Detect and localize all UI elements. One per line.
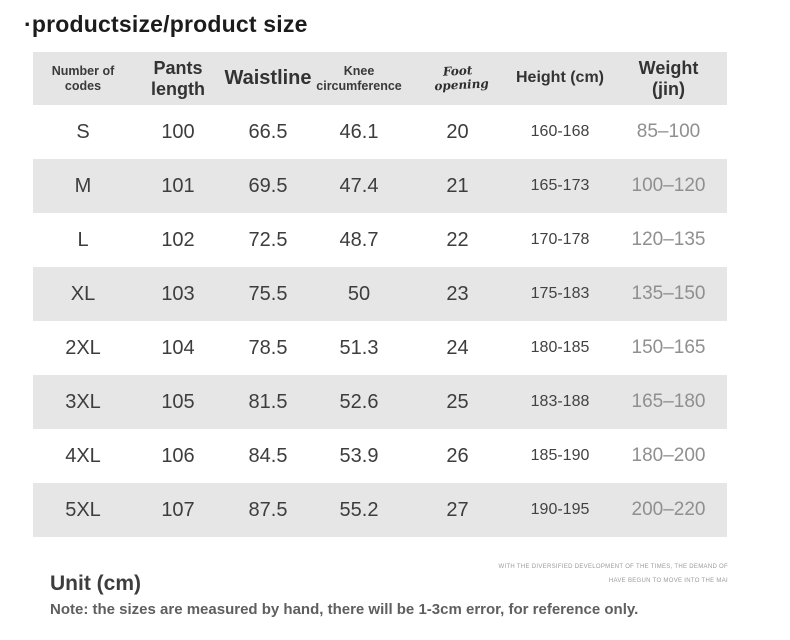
cell-size-code: 3XL [65,390,101,413]
column-header-height-cm: Height (cm) [510,69,610,87]
cell-foot-opening: 26 [446,444,469,467]
cell-height: 175-183 [530,284,590,302]
cell-waistline: 66.5 [248,120,288,143]
cell-knee: 47.4 [339,174,379,197]
cell-waistline: 81.5 [248,390,288,413]
table-header-row: Number of codes Pants length Waistline K… [33,52,727,105]
cell-waistline: 69.5 [248,174,288,197]
cell-weight: 100–120 [631,175,706,197]
column-header-label: Knee circumference [316,64,402,93]
watermark-line1: WITH THE DIVERSIFIED DEVELOPMENT OF THE … [498,564,728,570]
table-row: L 102 72.5 48.7 22 170-178 120–135 [33,213,727,267]
cell-foot-opening: 20 [446,120,469,143]
cell-height: 190-195 [530,500,590,518]
cell-pants-length: 107 [161,498,195,521]
cell-weight: 165–180 [631,391,706,413]
cell-knee: 51.3 [339,336,379,359]
table-row: 5XL 107 87.5 55.2 27 190-195 200–220 [33,483,727,537]
table-row: 4XL 106 84.5 53.9 26 185-190 180–200 [33,429,727,483]
cell-weight: 120–135 [631,229,706,251]
cell-weight: 135–150 [631,283,706,305]
column-header-label: Foot opening [433,62,489,93]
table-row: 2XL 104 78.5 51.3 24 180-185 150–165 [33,321,727,375]
cell-size-code: 5XL [65,498,101,521]
cell-weight: 180–200 [631,445,706,467]
table-row: S 100 66.5 46.1 20 160-168 85–100 [33,105,727,159]
column-header-knee-circumference: Knee circumference [313,64,405,93]
cell-size-code: S [76,120,90,143]
cell-pants-length: 101 [161,174,195,197]
cell-knee: 50 [347,282,371,305]
table-row: 3XL 105 81.5 52.6 25 183-188 165–180 [33,375,727,429]
cell-foot-opening: 23 [446,282,469,305]
cell-foot-opening: 22 [446,228,469,251]
column-header-label: Pants length [151,57,205,99]
cell-knee: 46.1 [339,120,379,143]
cell-waistline: 72.5 [248,228,288,251]
cell-size-code: XL [70,282,96,305]
column-header-number-of-codes: Number of codes [33,64,133,93]
table-row: XL 103 75.5 50 23 175-183 135–150 [33,267,727,321]
column-header-label: Height (cm) [516,69,604,87]
column-header-foot-opening: Foot opening [405,62,510,93]
cell-weight: 85–100 [636,121,701,143]
cell-size-code: L [77,228,89,251]
column-header-label: Weight (jin) [638,57,699,99]
cell-height: 185-190 [530,446,590,464]
cell-height: 183-188 [530,392,590,410]
cell-pants-length: 103 [161,282,195,305]
column-header-weight-jin: Weight (jin) [610,58,727,99]
column-header-waistline: Waistline [223,67,313,90]
cell-knee: 52.6 [339,390,379,413]
cell-height: 160-168 [530,122,590,140]
cell-waistline: 87.5 [248,498,288,521]
cell-foot-opening: 27 [446,498,469,521]
cell-size-code: M [74,174,92,197]
cell-foot-opening: 24 [446,336,469,359]
cell-height: 180-185 [530,338,590,356]
cell-weight: 200–220 [631,499,706,521]
table-row: M 101 69.5 47.4 21 165-173 100–120 [33,159,727,213]
note-text: Note: the sizes are measured by hand, th… [50,601,639,618]
cell-height: 170-178 [530,230,590,248]
cell-pants-length: 102 [161,228,195,251]
cell-height: 165-173 [530,176,590,194]
cell-knee: 48.7 [339,228,379,251]
cell-foot-opening: 25 [446,390,469,413]
cell-pants-length: 105 [161,390,195,413]
column-header-label: Number of codes [51,64,115,93]
cell-waistline: 78.5 [248,336,288,359]
cell-size-code: 4XL [65,444,101,467]
column-header-label: Waistline [224,67,312,89]
watermark-line2: HAVE BEGUN TO MOVE INTO THE MAI [608,578,728,584]
page-title: ·productsize/product size [24,11,308,37]
size-table: Number of codes Pants length Waistline K… [33,52,727,537]
cell-foot-opening: 21 [446,174,469,197]
cell-waistline: 75.5 [248,282,288,305]
cell-pants-length: 104 [161,336,195,359]
column-header-pants-length: Pants length [133,58,223,99]
cell-knee: 55.2 [339,498,379,521]
cell-weight: 150–165 [631,337,706,359]
unit-label: Unit (cm) [50,572,141,595]
cell-waistline: 84.5 [248,444,288,467]
cell-pants-length: 100 [161,120,195,143]
cell-knee: 53.9 [339,444,379,467]
cell-pants-length: 106 [161,444,195,467]
watermark-text: WITH THE DIVERSIFIED DEVELOPMENT OF THE … [468,560,728,588]
cell-size-code: 2XL [65,336,101,359]
